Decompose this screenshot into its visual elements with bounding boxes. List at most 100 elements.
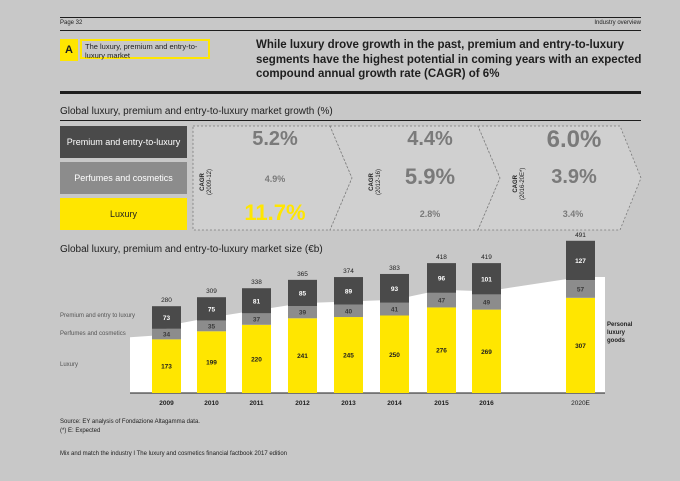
bar-luxury-2016 xyxy=(472,309,501,393)
x-tick-2020E: 2020E xyxy=(571,400,590,407)
p1-luxury: 11.7% xyxy=(244,200,306,225)
value-label-2-2011: 81 xyxy=(253,298,261,305)
bar-perfumes-and-cosmetics-2020E xyxy=(566,280,595,298)
value-label-0-2015: 276 xyxy=(436,348,447,355)
legend-perfumes: Perfumes and cosmetics xyxy=(60,331,126,337)
section-subtitle: The luxury, premium and entry-to-luxury … xyxy=(80,39,210,60)
p1-perfumes: 4.9% xyxy=(264,174,286,184)
value-label-0-2012: 241 xyxy=(297,353,308,360)
value-label-2-2016: 101 xyxy=(481,276,492,283)
total-label-2016: 419 xyxy=(481,254,492,261)
bar-luxury-2009 xyxy=(152,339,181,393)
x-tick-2011: 2011 xyxy=(249,400,263,407)
value-label-0-2013: 245 xyxy=(343,353,354,360)
bar-perfumes-and-cosmetics-2014 xyxy=(380,302,409,316)
header-rule xyxy=(60,17,641,18)
p1-premium: 5.2% xyxy=(252,128,298,150)
value-label-0-2009: 173 xyxy=(161,364,172,371)
p2-perfumes: 5.9% xyxy=(404,164,456,189)
legend-luxury: Luxury xyxy=(60,362,79,368)
x-tick-2012: 2012 xyxy=(295,400,310,407)
total-label-2013: 374 xyxy=(343,268,354,275)
value-label-0-2016: 269 xyxy=(481,349,492,356)
bar-luxury-2020E xyxy=(566,297,595,393)
bar-luxury-2014 xyxy=(380,315,409,393)
bar-luxury-2013 xyxy=(334,317,363,393)
value-label-0-2020E: 307 xyxy=(575,343,586,350)
book-footer: Mix and match the industry I The luxury … xyxy=(60,451,288,457)
value-label-2-2009: 73 xyxy=(163,315,171,322)
bar-premium-and-entry-to-luxury-2016 xyxy=(472,263,501,295)
total-label-2011: 338 xyxy=(251,279,262,286)
value-label-0-2010: 199 xyxy=(206,360,217,367)
bar-perfumes-and-cosmetics-2009 xyxy=(152,328,181,340)
category-luxury: Luxury xyxy=(60,198,187,230)
p3-perfumes: 3.9% xyxy=(551,166,597,188)
total-label-2012: 365 xyxy=(297,271,308,278)
value-label-2-2013: 89 xyxy=(345,288,353,295)
value-label-1-2011: 37 xyxy=(253,317,261,324)
bar-premium-and-entry-to-luxury-2020E xyxy=(566,240,595,281)
total-label-2015: 418 xyxy=(436,254,447,261)
section-badge: A xyxy=(60,39,78,61)
bar-perfumes-and-cosmetics-2012 xyxy=(288,306,317,319)
bar-premium-and-entry-to-luxury-2014 xyxy=(380,273,409,303)
value-label-2-2015: 96 xyxy=(438,275,446,282)
value-label-0-2011: 220 xyxy=(251,356,262,363)
bar-luxury-2015 xyxy=(427,307,456,393)
bar-premium-and-entry-to-luxury-2011 xyxy=(242,288,271,314)
section-label: Industry overview xyxy=(594,20,641,26)
category-perfumes: Perfumes and cosmetics xyxy=(60,162,187,194)
bar-premium-and-entry-to-luxury-2010 xyxy=(197,297,226,321)
chevron-3 xyxy=(477,125,642,231)
value-label-1-2012: 39 xyxy=(299,310,307,317)
value-label-1-2015: 47 xyxy=(438,298,446,305)
total-label-2014: 383 xyxy=(389,265,400,272)
value-label-2-2010: 75 xyxy=(208,306,216,313)
bar-perfumes-and-cosmetics-2015 xyxy=(427,292,456,308)
legend-premium: Premium and entry to luxury xyxy=(60,313,136,319)
x-tick-2013: 2013 xyxy=(341,400,356,407)
value-label-1-2013: 40 xyxy=(345,308,353,315)
p3-luxury: 3.4% xyxy=(562,209,584,219)
bar-perfumes-and-cosmetics-2010 xyxy=(197,320,226,332)
value-label-2-2012: 85 xyxy=(299,291,307,298)
value-label-1-2020E: 57 xyxy=(577,286,585,293)
headline-rule xyxy=(60,91,641,94)
p2-luxury: 2.8% xyxy=(419,209,441,219)
total-label-2020E: 491 xyxy=(575,232,586,239)
bar-luxury-2010 xyxy=(197,331,226,393)
p2-premium: 4.4% xyxy=(407,128,453,150)
p3-premium: 6.0% xyxy=(546,126,602,153)
bar-luxury-2011 xyxy=(242,324,271,393)
bar-luxury-2012 xyxy=(288,318,317,393)
value-label-2-2014: 93 xyxy=(391,286,399,293)
value-label-0-2014: 250 xyxy=(389,352,400,359)
bar-perfumes-and-cosmetics-2013 xyxy=(334,304,363,318)
bar-premium-and-entry-to-luxury-2012 xyxy=(288,279,317,307)
size-title: Global luxury, premium and entry-to-luxu… xyxy=(60,244,323,255)
source-note: Source: EY analysis of Fondazione Altaga… xyxy=(60,419,200,425)
total-label-2009: 280 xyxy=(161,297,172,304)
growth-rule xyxy=(60,120,641,121)
growth-title: Global luxury, premium and entry-to-luxu… xyxy=(60,106,333,117)
personal-luxury-annotation: Personal luxury goods xyxy=(607,322,633,344)
x-tick-2010: 2010 xyxy=(204,400,219,407)
value-label-1-2009: 34 xyxy=(163,332,171,339)
expected-note: (*) E: Expected xyxy=(60,428,101,434)
value-label-1-2016: 49 xyxy=(483,300,491,307)
x-tick-2016: 2016 xyxy=(479,400,494,407)
headline: While luxury drove growth in the past, p… xyxy=(256,39,642,80)
x-tick-2015: 2015 xyxy=(434,400,449,407)
value-label-2-2020E: 127 xyxy=(575,258,586,265)
header-rule-2 xyxy=(60,30,641,31)
value-label-1-2014: 41 xyxy=(391,307,399,314)
bar-premium-and-entry-to-luxury-2015 xyxy=(427,263,456,293)
x-tick-2014: 2014 xyxy=(387,400,402,407)
bar-perfumes-and-cosmetics-2016 xyxy=(472,294,501,310)
bar-premium-and-entry-to-luxury-2009 xyxy=(152,306,181,329)
bar-perfumes-and-cosmetics-2011 xyxy=(242,313,271,325)
page-label: Page 32 xyxy=(60,20,83,26)
